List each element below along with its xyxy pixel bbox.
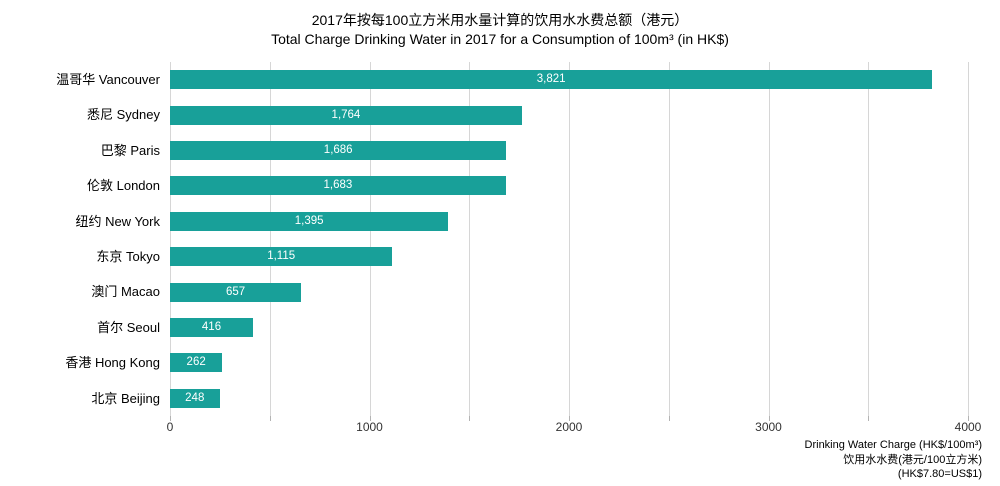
bar-row: 657 bbox=[170, 274, 968, 309]
bar-row: 1,683 bbox=[170, 168, 968, 203]
bar-value-label: 262 bbox=[186, 356, 206, 369]
category-label: 香港 Hong Kong bbox=[65, 355, 160, 371]
bar-value-label: 1,686 bbox=[323, 143, 353, 156]
gridline bbox=[269, 62, 271, 416]
bar-value-label: 416 bbox=[201, 320, 222, 333]
bar-row: 3,821 bbox=[170, 62, 968, 97]
category-label: 巴黎 Paris bbox=[100, 142, 160, 158]
bar-row: 262 bbox=[170, 345, 968, 380]
footnote-line-en: Drinking Water Charge (HK$/100m³) bbox=[804, 439, 982, 451]
category-label: 首尔 Seoul bbox=[97, 319, 160, 335]
bar-value-label: 3,821 bbox=[536, 73, 566, 86]
x-tick-label: 2000 bbox=[555, 420, 583, 434]
category-label: 东京 Tokyo bbox=[96, 249, 160, 264]
x-tick-label: 3000 bbox=[755, 420, 782, 434]
bar-row: 248 bbox=[170, 381, 968, 416]
bar: 262 bbox=[170, 353, 223, 373]
x-tick bbox=[369, 416, 371, 421]
x-tick bbox=[569, 416, 570, 421]
bar-value-label: 1,115 bbox=[267, 250, 296, 263]
x-tick bbox=[269, 416, 271, 421]
gridline bbox=[668, 62, 670, 416]
footnote-line-zh: 饮用水水费(港元/100立方米) bbox=[843, 453, 982, 466]
gridline bbox=[768, 62, 770, 416]
gridline bbox=[968, 62, 969, 416]
x-tick bbox=[868, 416, 870, 421]
plot-area: 3,821 1,764 1,686 1,683 1,395 1,115 657 416 262 2… bbox=[170, 62, 969, 416]
chart-title-english: Total Charge Drinking Water in 2017 for … bbox=[271, 31, 729, 47]
gridline bbox=[569, 62, 570, 416]
bar-value-label: 248 bbox=[185, 391, 205, 404]
axis-footnote: Drinking Water Charge (HK$/100m³) 饮用水水费(… bbox=[805, 438, 982, 482]
x-tick-label: 0 bbox=[166, 420, 174, 434]
x-tick-label: 1000 bbox=[356, 420, 383, 434]
category-label: 悉尼 Sydney bbox=[87, 107, 160, 123]
chart-title-chinese: 2017年按每100立方米用水量计算的饮用水水费总额（港元） bbox=[311, 12, 689, 28]
x-tick bbox=[170, 416, 171, 421]
bar: 3,821 bbox=[170, 70, 933, 90]
category-label: 伦敦 London bbox=[87, 178, 160, 194]
bar-row: 416 bbox=[170, 310, 968, 345]
gridline bbox=[469, 62, 471, 416]
bar-value-label: 657 bbox=[225, 285, 246, 298]
x-tick bbox=[968, 416, 969, 421]
x-tick-label: 4000 bbox=[954, 420, 982, 434]
bar: 1,395 bbox=[170, 211, 449, 231]
bar: 657 bbox=[170, 282, 302, 302]
bar-value-label: 1,764 bbox=[331, 108, 361, 121]
bar-row: 1,115 bbox=[170, 239, 968, 274]
bar: 248 bbox=[170, 388, 220, 408]
category-label: 温哥华 Vancouver bbox=[56, 72, 160, 87]
bar-row: 1,764 bbox=[170, 97, 968, 132]
category-label: 纽约 New York bbox=[75, 213, 160, 229]
x-tick bbox=[768, 416, 770, 421]
x-tick bbox=[668, 416, 670, 421]
bar-row: 1,395 bbox=[170, 204, 968, 239]
bar-value-label: 1,683 bbox=[323, 179, 353, 192]
bar: 1,683 bbox=[170, 176, 506, 196]
bar-row: 1,686 bbox=[170, 133, 968, 168]
bar: 1,115 bbox=[170, 247, 393, 267]
gridline bbox=[868, 62, 870, 416]
gridline bbox=[369, 62, 371, 416]
bar: 416 bbox=[170, 317, 253, 337]
footnote-line-rate: (HK$7.80=US$1) bbox=[897, 468, 982, 480]
gridline bbox=[170, 62, 171, 416]
category-label: 北京 Beijing bbox=[91, 390, 160, 406]
category-label: 澳门 Macao bbox=[91, 284, 160, 300]
bar: 1,686 bbox=[170, 140, 507, 160]
bar: 1,764 bbox=[170, 105, 522, 125]
bar-value-label: 1,395 bbox=[294, 214, 324, 227]
x-tick bbox=[469, 416, 471, 421]
